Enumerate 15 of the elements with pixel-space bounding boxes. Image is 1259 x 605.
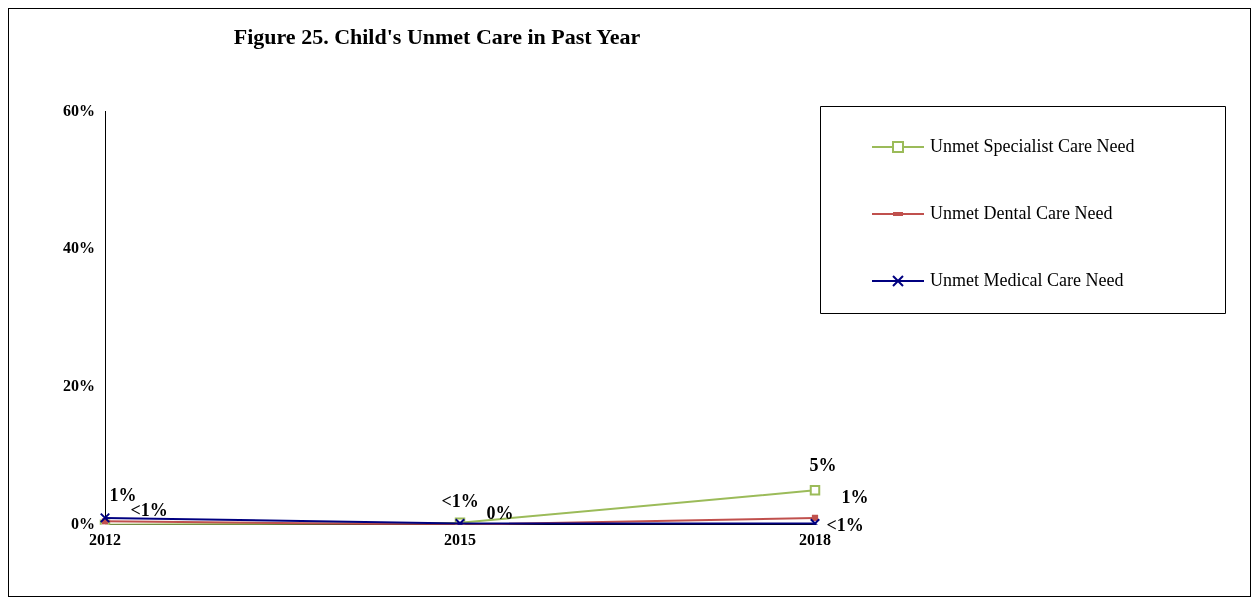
data-label: 0%: [486, 503, 514, 524]
data-label: 5%: [809, 455, 837, 476]
x-tick-label: 2015: [444, 530, 476, 548]
chart-title: Figure 25. Child's Unmet Care in Past Year: [233, 23, 641, 49]
x-tick-label: 2018: [799, 530, 831, 548]
x-tick-label: 2012: [89, 530, 121, 548]
data-label: <1%: [441, 491, 479, 512]
y-tick-label: 60%: [63, 101, 95, 119]
legend-label: Unmet Specialist Care Need: [930, 135, 1135, 156]
legend-label: Unmet Dental Care Need: [930, 202, 1113, 223]
y-tick-label: 20%: [63, 377, 95, 395]
y-tick-label: 40%: [63, 239, 95, 257]
legend-label: Unmet Medical Care Need: [930, 269, 1124, 290]
y-tick-label: 0%: [71, 514, 95, 532]
data-label: 1%: [841, 486, 869, 507]
